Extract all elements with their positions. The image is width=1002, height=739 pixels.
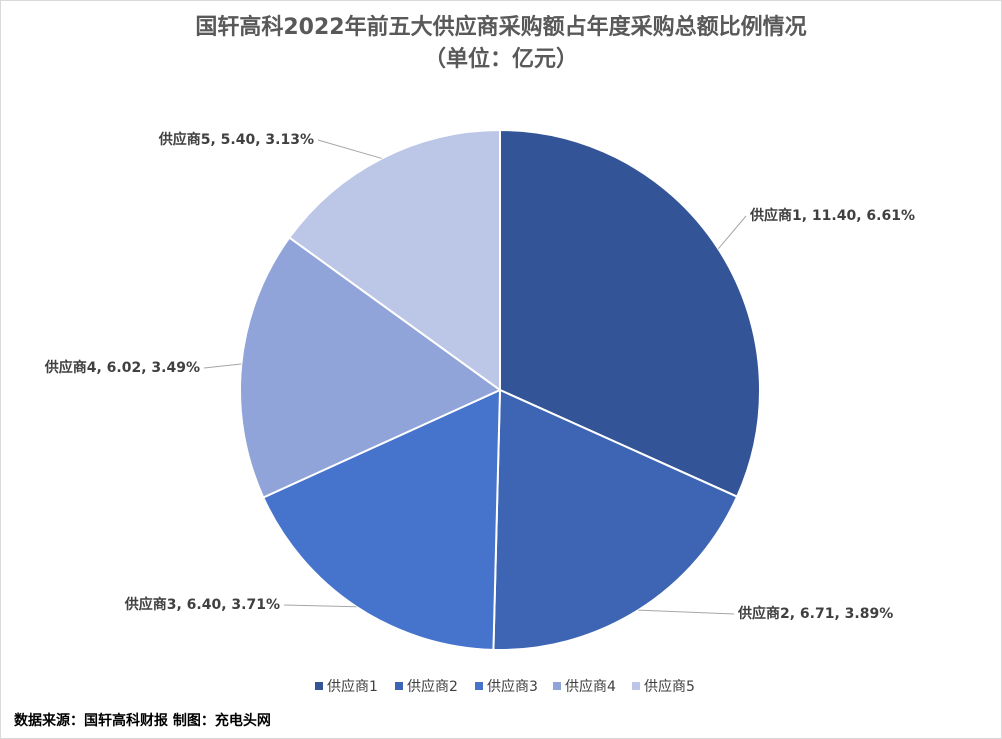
legend-label: 供应商1	[327, 678, 378, 695]
data-label: 供应商5, 5.40, 3.13%	[158, 131, 314, 148]
pie-slice	[287, 128, 501, 392]
legend-label: 供应商5	[644, 678, 695, 695]
leader-line	[717, 215, 747, 250]
chart-title: 国轩高科2022年前五大供应商采购额占年度采购总额比例情况	[195, 14, 806, 40]
pie-slice	[492, 388, 739, 651]
legend-label: 供应商4	[565, 678, 616, 695]
legend-swatch	[315, 682, 323, 690]
pie-slice	[239, 236, 502, 499]
data-label: 供应商1, 11.40, 6.61%	[749, 207, 915, 224]
source-note: 数据来源：国轩高科财报 制图：充电头网	[14, 712, 271, 729]
legend-swatch	[632, 682, 640, 690]
data-label: 供应商3, 6.40, 3.71%	[124, 596, 280, 613]
chart-subtitle: （单位：亿元）	[424, 46, 578, 72]
legend-swatch	[553, 682, 561, 690]
legend-swatch	[395, 682, 403, 690]
data-label: 供应商4, 6.02, 3.49%	[44, 359, 200, 376]
leader-line	[317, 139, 382, 159]
legend-label: 供应商3	[487, 678, 538, 695]
leader-line	[203, 363, 242, 369]
leader-line	[638, 609, 735, 615]
legend-swatch	[475, 682, 483, 690]
legend-label: 供应商2	[407, 678, 458, 695]
data-label: 供应商2, 6.71, 3.89%	[737, 605, 893, 622]
leader-line	[283, 604, 357, 608]
pie-slice	[499, 128, 761, 498]
